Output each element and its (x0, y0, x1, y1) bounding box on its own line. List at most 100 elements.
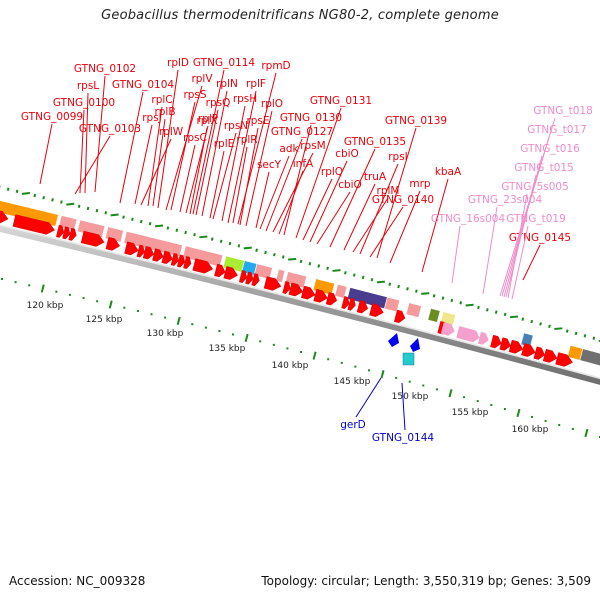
gene-feature-box[interactable] (334, 283, 348, 299)
cds-arrow[interactable] (56, 224, 65, 238)
gene-label[interactable]: mrp (389, 178, 431, 264)
rna-feature[interactable] (477, 331, 490, 346)
gene-label[interactable]: rplE (209, 138, 234, 219)
rna-gene-label[interactable]: GTNG_23s004 (468, 194, 543, 295)
gene-label[interactable]: secY (255, 159, 282, 229)
rna-feature[interactable] (440, 322, 456, 337)
cds-arrow[interactable] (214, 263, 226, 278)
gene-label[interactable]: rplN (201, 78, 238, 217)
gene-label[interactable]: rplC (147, 94, 173, 207)
gene-label[interactable]: rplO (245, 98, 283, 227)
gene-label[interactable]: adk (259, 143, 300, 230)
cds-arrow[interactable] (183, 256, 192, 269)
cds-arrow[interactable] (347, 297, 357, 311)
cds-arrow[interactable] (394, 309, 406, 324)
cds-arrow[interactable] (170, 253, 180, 266)
cds-arrow[interactable] (124, 241, 139, 257)
reverse-gene-label[interactable]: GTNG_0144 (372, 382, 434, 444)
gene-label[interactable]: rpsE (239, 115, 270, 226)
cds-arrow[interactable] (555, 352, 574, 369)
gene-label[interactable]: GTNG_0103 (74, 123, 141, 195)
cds-arrow[interactable] (533, 346, 546, 361)
gene-label[interactable]: rplX (189, 115, 218, 215)
rna-gene-label[interactable]: GTNG_16s004 (431, 213, 506, 284)
gene-label[interactable]: GTNG_0127 (265, 126, 333, 232)
cds-arrow[interactable] (341, 296, 351, 309)
cds-arrow[interactable] (300, 285, 316, 301)
gene-label[interactable]: GTNG_0099 (21, 111, 83, 185)
cds-arrow[interactable] (238, 270, 248, 283)
cds-arrow[interactable] (161, 250, 174, 265)
gene-label[interactable]: cbiO (309, 148, 359, 243)
cds-arrow[interactable] (521, 343, 536, 358)
cds-arrow[interactable] (499, 337, 512, 352)
gene-label[interactable]: truA (343, 171, 387, 251)
cds-arrow[interactable] (105, 236, 121, 252)
reverse-gene-label[interactable]: gerD (340, 377, 382, 431)
cds-arrow[interactable] (508, 339, 524, 355)
cds-arrow[interactable] (152, 248, 164, 263)
gene-label[interactable]: rplM (352, 185, 399, 253)
cds-arrow[interactable] (490, 334, 502, 349)
gene-label[interactable]: cbiO (316, 179, 362, 245)
cds-arrow[interactable] (542, 348, 559, 364)
cds-arrow[interactable] (245, 271, 254, 285)
cds-arrow[interactable] (68, 227, 78, 241)
rna-feature[interactable] (456, 326, 481, 343)
cds-arrow[interactable] (369, 303, 384, 319)
cds-arrow[interactable] (313, 288, 329, 304)
gene-label[interactable]: rpsS (170, 89, 207, 211)
gene-label[interactable]: GTNG_0130 (280, 112, 342, 236)
gene-label[interactable]: rpmD (237, 60, 291, 225)
gene-label[interactable]: rpsQ (195, 97, 230, 216)
gene-label[interactable]: GTNG_0131 (295, 95, 372, 239)
gene-label[interactable]: rplV (165, 73, 213, 211)
gene-feature-box[interactable] (405, 302, 422, 318)
cds-arrow[interactable] (80, 230, 106, 248)
cds-arrow[interactable] (282, 281, 292, 294)
gene-label[interactable]: GTNG_0100 (53, 97, 115, 194)
cds-arrow[interactable] (263, 276, 282, 293)
gene-label[interactable]: rplQ (302, 166, 343, 241)
rna-gene-label[interactable]: GTNG_t015 (505, 162, 574, 298)
gene-label[interactable]: rplB (152, 106, 176, 207)
gene-label[interactable]: rplR (232, 134, 258, 224)
gene-feature-box[interactable] (275, 268, 286, 283)
gene-label[interactable]: rplD (157, 57, 189, 209)
gene-label[interactable]: GTNG_0104 (112, 79, 174, 204)
gene-feature-box[interactable] (383, 296, 401, 313)
cds-arrow[interactable] (325, 292, 338, 306)
reverse-cds-arrow[interactable] (410, 338, 420, 352)
rna-gene-label[interactable]: GTNG_t019 (506, 213, 566, 300)
gene-label[interactable]: GTNG_0135 (329, 136, 406, 248)
gene-label[interactable]: rpsI (359, 151, 408, 255)
gene-label[interactable]: GTNG_0114 (192, 57, 255, 215)
gene-label[interactable]: rpsC (179, 132, 207, 213)
cds-arrow[interactable] (356, 300, 369, 314)
cds-arrow[interactable] (12, 214, 56, 236)
gene-feature-box[interactable] (0, 200, 59, 227)
gene-feature-box[interactable] (579, 348, 600, 367)
gene-label[interactable]: rpsH (221, 93, 257, 222)
rna-gene-label[interactable]: GTNG_5s005 (501, 181, 569, 299)
gene-label[interactable]: GTNG_0102 (74, 63, 136, 193)
cds-arrow[interactable] (192, 258, 215, 275)
reverse-cds-arrow[interactable] (388, 333, 399, 347)
gene-feature-box[interactable] (427, 308, 441, 323)
cds-arrow[interactable] (62, 226, 71, 240)
gene-label[interactable]: kbaA (421, 166, 462, 273)
reverse-feature-box[interactable] (402, 352, 415, 366)
gene-label[interactable]: rplF (227, 78, 266, 224)
gene-label[interactable]: GTNG_0140 (369, 194, 434, 258)
cds-arrow[interactable] (136, 244, 146, 258)
outer-tick (199, 235, 208, 239)
cds-arrow[interactable] (0, 209, 9, 224)
gene-label[interactable]: infA (278, 158, 314, 235)
cds-arrow[interactable] (176, 254, 186, 268)
cds-arrow[interactable] (142, 246, 155, 260)
gene-label[interactable]: rplW (140, 126, 184, 206)
cds-arrow[interactable] (223, 266, 239, 281)
cds-arrow[interactable] (288, 282, 304, 298)
gene-label[interactable]: rpsJ (134, 112, 162, 205)
cds-arrow[interactable] (251, 273, 261, 287)
